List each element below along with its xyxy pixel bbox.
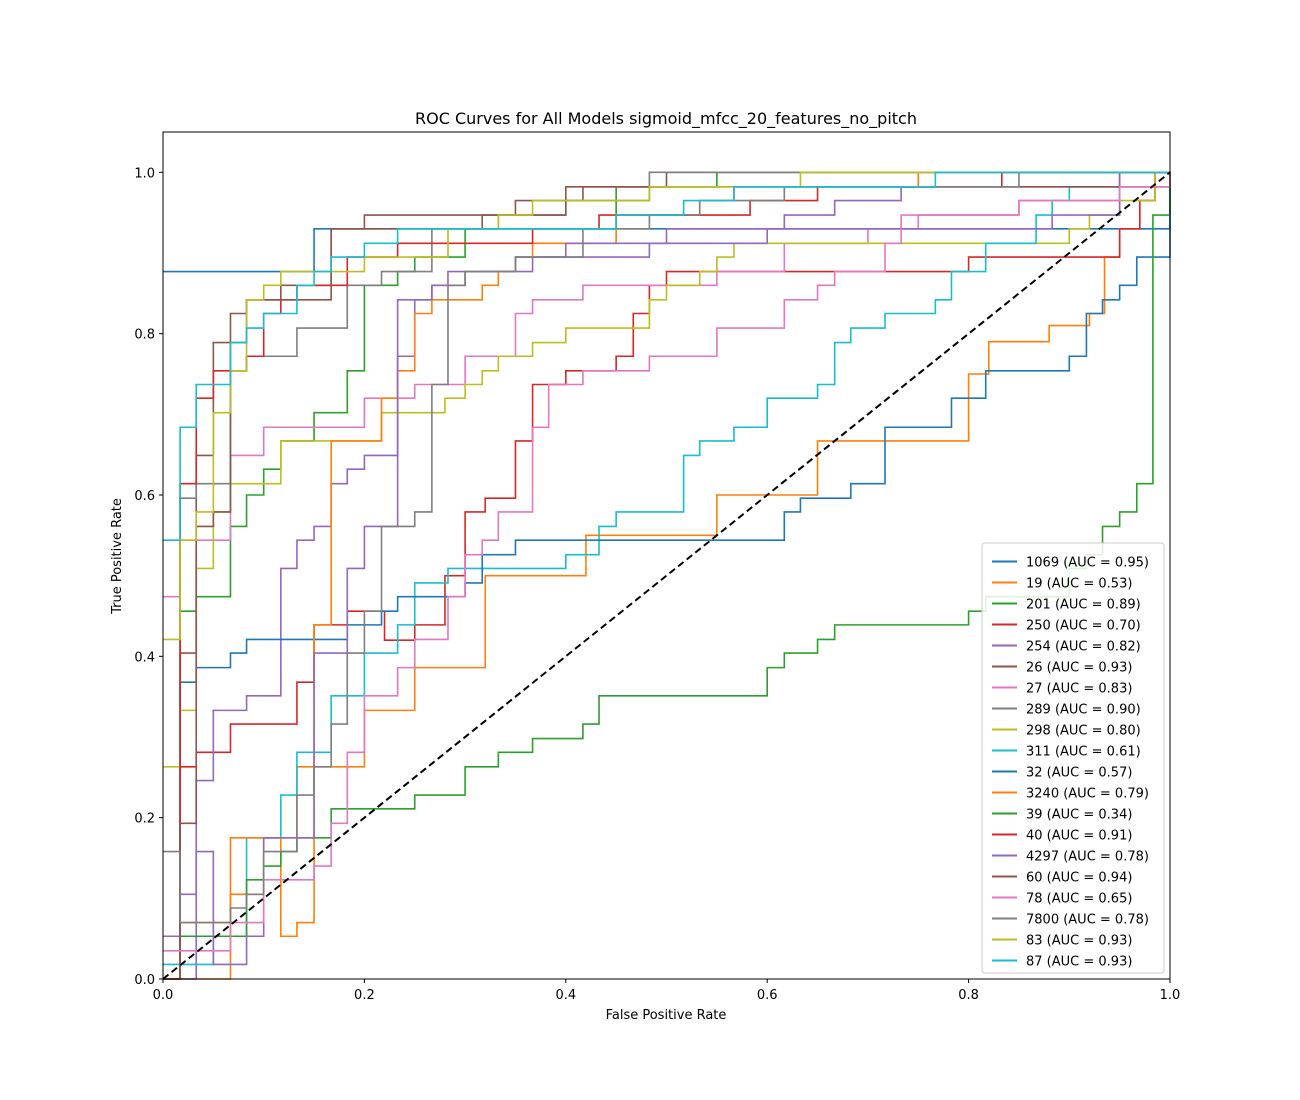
y-tick-label-1: 0.2 [134, 812, 155, 827]
series-line-18 [163, 171, 1170, 641]
chart-title: ROC Curves for All Models sigmoid_mfcc_2… [415, 109, 917, 129]
series-line-10 [163, 172, 1171, 980]
y-tick-label-0: 0.0 [134, 973, 155, 988]
legend-label-12: 39 (AUC = 0.34) [1026, 808, 1132, 823]
plot-lines [162, 171, 1171, 980]
plot-frame [162, 131, 1171, 980]
legend-label-11: 3240 (AUC = 0.79) [1026, 787, 1149, 802]
y-tick-label-4: 0.8 [134, 328, 155, 343]
legend-label-4: 254 (AUC = 0.82) [1026, 640, 1141, 655]
y-tick-label-3: 0.6 [134, 489, 155, 504]
x-axis: 0.0 0.2 0.4 0.6 0.8 1.0 [153, 979, 1181, 1003]
legend-label-9: 311 (AUC = 0.61) [1026, 745, 1141, 760]
y-tick-label-5: 1.0 [134, 166, 155, 181]
legend: 1069 (AUC = 0.95) 19 (AUC = 0.53) 201 (AUC… [981, 542, 1165, 974]
x-tick-label-0: 0.0 [153, 988, 174, 1003]
legend-label-16: 78 (AUC = 0.65) [1026, 892, 1132, 907]
x-axis-label: False Positive Rate [606, 1008, 727, 1023]
legend-label-1: 19 (AUC = 0.53) [1026, 577, 1132, 592]
legend-label-8: 298 (AUC = 0.80) [1026, 724, 1141, 739]
legend-label-13: 40 (AUC = 0.91) [1026, 829, 1132, 844]
legend-label-17: 7800 (AUC = 0.78) [1026, 913, 1149, 928]
legend-label-10: 32 (AUC = 0.57) [1026, 766, 1132, 781]
y-axis-label: True Positive Rate [110, 498, 125, 615]
legend-label-2: 201 (AUC = 0.89) [1026, 598, 1141, 613]
diagonal-reference-line [162, 171, 1171, 980]
series-line-16 [163, 172, 1171, 952]
x-tick-label-3: 0.6 [757, 988, 778, 1003]
series-line-3 [163, 171, 1170, 980]
x-tick-label-4: 0.8 [958, 988, 979, 1003]
legend-label-19: 87 (AUC = 0.93) [1026, 955, 1132, 970]
x-tick-label-5: 1.0 [1160, 988, 1181, 1003]
legend-label-3: 250 (AUC = 0.70) [1026, 619, 1141, 634]
series-line-19 [163, 171, 1170, 541]
y-axis: 0.0 0.2 0.4 0.6 0.8 1.0 [134, 166, 163, 988]
series-line-4 [163, 171, 1170, 980]
x-tick-label-1: 0.2 [354, 988, 375, 1003]
legend-box [981, 542, 1165, 974]
y-tick-label-2: 0.4 [134, 650, 155, 665]
legend-label-7: 289 (AUC = 0.90) [1026, 703, 1141, 718]
legend-label-15: 60 (AUC = 0.94) [1026, 871, 1132, 886]
legend-label-0: 1069 (AUC = 0.95) [1026, 556, 1149, 571]
legend-label-14: 4297 (AUC = 0.78) [1026, 850, 1149, 865]
legend-label-6: 27 (AUC = 0.83) [1026, 682, 1132, 697]
legend-label-18: 83 (AUC = 0.93) [1026, 934, 1132, 949]
legend-label-5: 26 (AUC = 0.93) [1026, 661, 1132, 676]
x-tick-label-2: 0.4 [555, 988, 576, 1003]
